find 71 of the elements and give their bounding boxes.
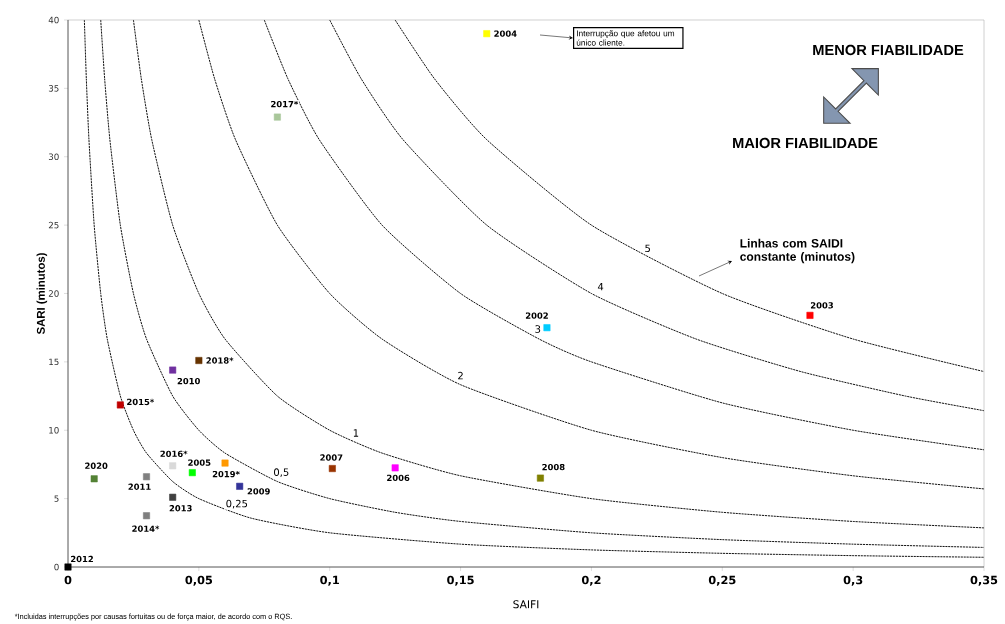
y-tick-label: 20 [48, 290, 59, 297]
line-series [263, 19, 985, 451]
x-tick-label: 0,1 [320, 575, 339, 586]
series-label: 2004 [494, 30, 517, 37]
series-label: 2008 [542, 463, 565, 471]
point [273, 113, 281, 121]
series-label: 2016* [160, 450, 188, 457]
series-label: 2009 [247, 488, 270, 495]
y-tick-label: 0 [54, 563, 59, 571]
series-label: 2005 [188, 459, 211, 466]
series-label: 2006 [387, 474, 410, 482]
annotation: MAIOR FIABILIDADE [733, 137, 878, 149]
point [483, 30, 491, 38]
point [328, 465, 336, 473]
point [143, 512, 150, 520]
point [806, 311, 814, 319]
y-tick-label: 35 [48, 85, 59, 92]
series-label: 2018* [206, 357, 234, 364]
point [169, 493, 177, 501]
point [391, 464, 399, 472]
x-tick-label: 0,2 [581, 575, 601, 586]
point [221, 459, 229, 467]
x-tick-label: 0,3 [843, 575, 863, 586]
y-axis-title: SARI (minutos) [36, 253, 48, 335]
series-label: 2019* [212, 470, 240, 478]
x-tick-label: 0,35 [970, 575, 998, 586]
series-label: 2010 [177, 377, 200, 385]
x-tick-label: 0 [64, 575, 72, 585]
y-tick-label: 15 [49, 358, 59, 366]
series-label: 0,5 [274, 468, 289, 477]
point [188, 469, 196, 477]
y-tick-label: 5 [54, 495, 59, 502]
series-label: 2012 [70, 555, 93, 563]
series-label: 5 [645, 244, 650, 253]
series-label: 3 [535, 325, 541, 333]
point [169, 366, 177, 374]
annotation: MENOR FIABILIDADE [813, 44, 964, 56]
point [64, 563, 72, 571]
series-label: 2007 [320, 454, 343, 461]
point [236, 482, 244, 490]
series-label: 2003 [810, 302, 833, 309]
series-label: 2014* [132, 525, 160, 532]
point [169, 462, 177, 470]
point [116, 401, 124, 409]
series-label: 1 [353, 429, 359, 437]
x-tick-label: 0,05 [185, 575, 213, 586]
series-label: 4 [597, 283, 604, 291]
x-axis-title: SAIFI [513, 600, 539, 609]
point [536, 474, 544, 482]
point [543, 324, 551, 332]
y-tick-label: 25 [48, 221, 59, 229]
series-label: 0,25 [226, 499, 248, 509]
x-tick-label: 0,25 [708, 575, 736, 586]
y-tick-label: 40 [48, 16, 59, 24]
series-label: 2002 [525, 312, 548, 319]
y-tick-label: 10 [49, 426, 59, 434]
series-label: 2015* [127, 398, 155, 406]
point [143, 473, 150, 481]
series-label: 2 [458, 371, 463, 380]
y-tick-label: 30 [48, 153, 59, 161]
point [90, 475, 98, 483]
annotation: Interrupção que afetou um único cliente. [576, 30, 675, 46]
series-label: 2020 [85, 462, 108, 469]
x-tick-label: 0,15 [447, 575, 474, 586]
series-label: 2013 [169, 505, 192, 512]
annotation: Linhas com SAIDI constante (minutos) [740, 238, 855, 264]
line-series [329, 19, 985, 412]
series-label: 2017* [271, 100, 299, 108]
point [195, 357, 203, 364]
series-label: 2011 [128, 483, 151, 490]
line-series [394, 19, 985, 373]
